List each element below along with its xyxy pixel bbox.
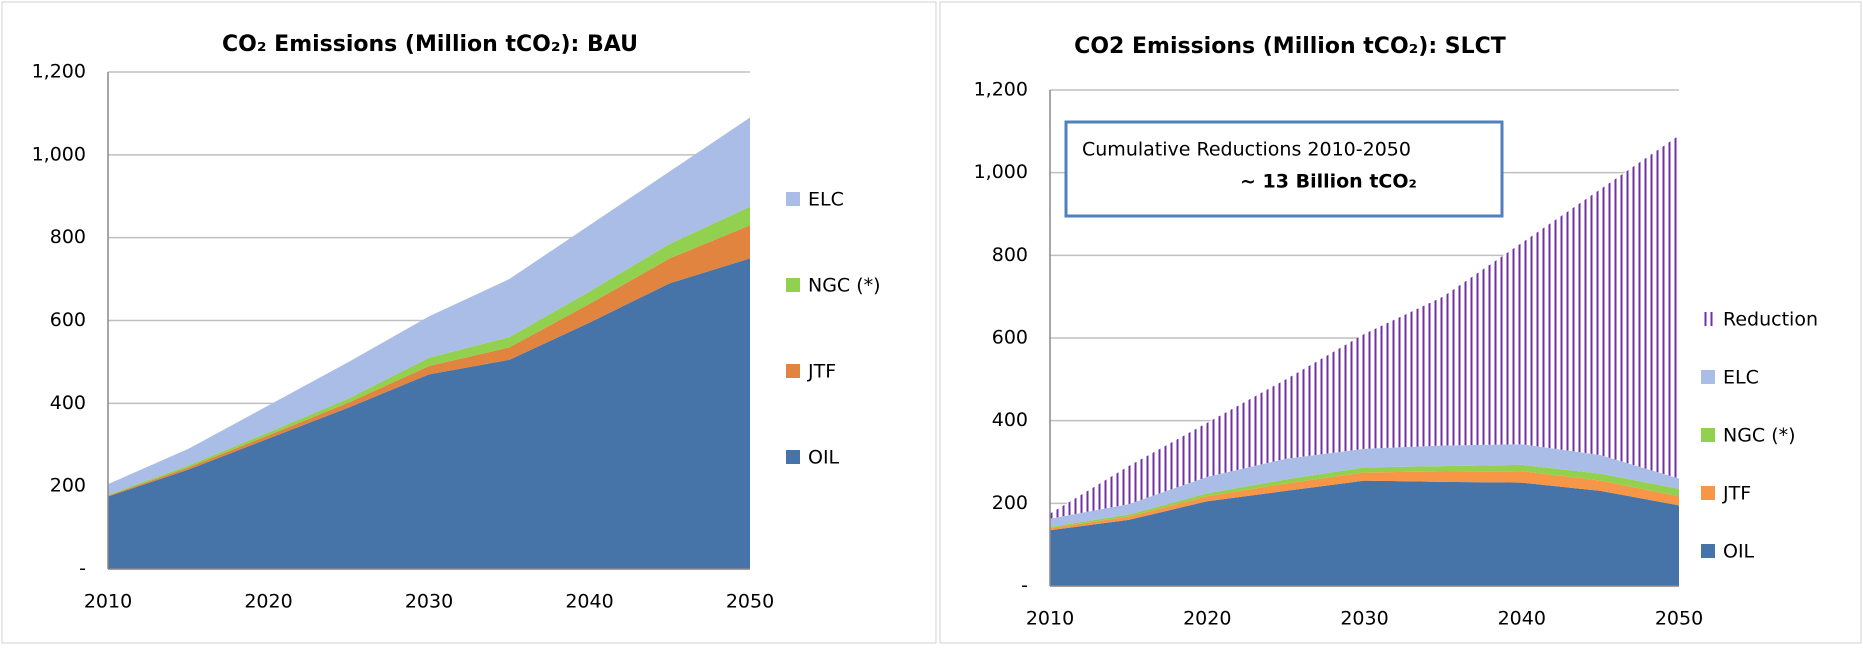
legend-label: JTF [807,361,836,383]
legend-label: OIL [808,447,840,469]
y-tick-label: 1,000 [32,143,86,165]
x-tick-label: 2030 [405,591,453,613]
annotation: Cumulative Reductions 2010-2050 [1082,139,1411,161]
x-tick-label: 2050 [1655,608,1703,630]
legend-label: NGC (*) [1723,425,1796,447]
y-tick-label: 1,000 [974,161,1028,183]
y-tick-label: 200 [992,492,1028,514]
area [1050,480,1679,586]
y-tick-label: 600 [50,309,86,331]
area [108,225,750,497]
chart-title: CO₂ Emissions (Million tCO₂): BAU [222,32,638,57]
legend-swatch [786,278,800,292]
legend-label: ELC [1723,367,1759,389]
chart-title: CO2 Emissions (Million tCO₂): SLCT [1074,34,1506,59]
y-tick-label: 1,200 [974,79,1028,101]
annotation-box [1064,120,1504,218]
annotation: ~ 13 Billion tCO₂ [1240,171,1417,193]
legend-label: OIL [1723,541,1755,563]
legend-label: NGC (*) [808,275,881,297]
legend-swatch [786,364,800,378]
y-tick-label: - [79,558,86,580]
panel-border [939,1,1862,644]
y-tick-label: 600 [992,327,1028,349]
area [108,258,750,569]
y-tick-label: - [1021,575,1028,597]
x-tick-label: 2010 [1026,608,1074,630]
x-tick-label: 2020 [244,591,292,613]
area [1050,135,1679,519]
legend-swatch [786,450,800,464]
y-tick-label: 400 [50,392,86,414]
x-tick-label: 2050 [726,591,774,613]
legend-swatch [1701,312,1715,326]
y-tick-label: 400 [992,409,1028,431]
area [108,117,750,495]
legend-label: ELC [808,189,844,211]
x-tick-label: 2040 [1498,608,1546,630]
area [1050,444,1679,527]
legend-label: JTF [1722,483,1751,505]
y-tick-label: 200 [50,475,86,497]
legend-swatch [1701,544,1715,558]
y-tick-label: 1,200 [32,61,86,83]
legend-label: Reduction [1723,309,1818,331]
legend-swatch [786,192,800,206]
legend-swatch [1701,486,1715,500]
legend-swatch [1701,428,1715,442]
legend-swatch [1701,370,1715,384]
y-tick-label: 800 [50,226,86,248]
panel-border [1,1,937,644]
x-tick-label: 2020 [1183,608,1231,630]
x-tick-label: 2010 [84,591,132,613]
x-tick-label: 2040 [565,591,613,613]
x-tick-label: 2030 [1340,608,1388,630]
y-tick-label: 800 [992,244,1028,266]
